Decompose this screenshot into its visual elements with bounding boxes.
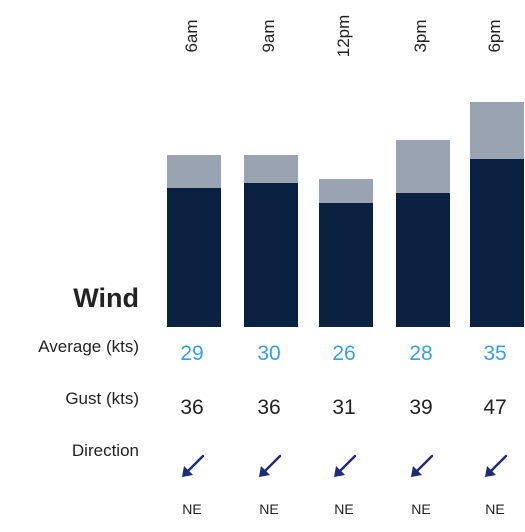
average-bar-segment <box>244 183 298 327</box>
forecast-column-12pm: 12pm 26 31 NE <box>315 0 373 532</box>
direction-label: NE <box>334 501 354 517</box>
direction-label: NE <box>182 501 202 517</box>
time-label: 6am <box>182 19 201 53</box>
gust-value: 31 <box>332 396 356 419</box>
gust-bar-segment <box>244 154 298 184</box>
average-value: 29 <box>180 342 204 365</box>
wind-direction-arrow-icon <box>259 454 282 477</box>
average-bar-segment <box>396 192 450 327</box>
forecast-column-3pm: 3pm 28 39 NE <box>392 0 450 532</box>
wind-bar <box>470 102 524 327</box>
forecast-column-6am: 6am 29 36 NE <box>163 0 221 532</box>
gust-bar-segment <box>396 140 450 193</box>
wind-bar <box>319 178 373 327</box>
wind-bar <box>167 154 221 327</box>
gust-value: 36 <box>180 396 204 419</box>
wind-direction-arrow-icon <box>411 454 434 477</box>
wind-direction-arrow-icon <box>334 454 357 477</box>
time-label: 12pm <box>334 14 353 58</box>
gust-value: 39 <box>409 396 433 419</box>
time-label: 9am <box>259 19 278 53</box>
average-bar-segment <box>167 188 221 327</box>
time-label: 6pm <box>485 19 504 53</box>
average-value: 26 <box>332 342 356 365</box>
average-row-label: Average (kts) <box>38 337 139 356</box>
average-value: 30 <box>257 342 281 365</box>
average-value: 35 <box>483 342 507 365</box>
forecast-column-9am: 9am 30 36 NE <box>240 0 298 532</box>
direction-label: NE <box>259 501 279 517</box>
gust-row-label: Gust (kts) <box>65 389 139 408</box>
average-bar-segment <box>319 202 373 327</box>
forecast-column-6pm: 6pm 35 47 NE <box>466 0 524 532</box>
average-value: 28 <box>409 342 433 365</box>
wind-bar <box>244 154 298 327</box>
direction-row-label: Direction <box>71 441 139 460</box>
direction-label: NE <box>411 501 431 517</box>
gust-bar-segment <box>167 154 221 189</box>
gust-bar-segment <box>470 102 524 160</box>
wind-direction-arrow-icon <box>485 454 508 477</box>
gust-bar-segment <box>319 178 373 203</box>
wind-title: Wind <box>73 283 139 313</box>
direction-label: NE <box>485 501 505 517</box>
wind-direction-arrow-icon <box>182 454 205 477</box>
gust-value: 47 <box>483 396 507 419</box>
wind-bar <box>396 140 450 327</box>
gust-value: 36 <box>257 396 281 419</box>
time-label: 3pm <box>411 19 430 53</box>
average-bar-segment <box>470 159 524 327</box>
